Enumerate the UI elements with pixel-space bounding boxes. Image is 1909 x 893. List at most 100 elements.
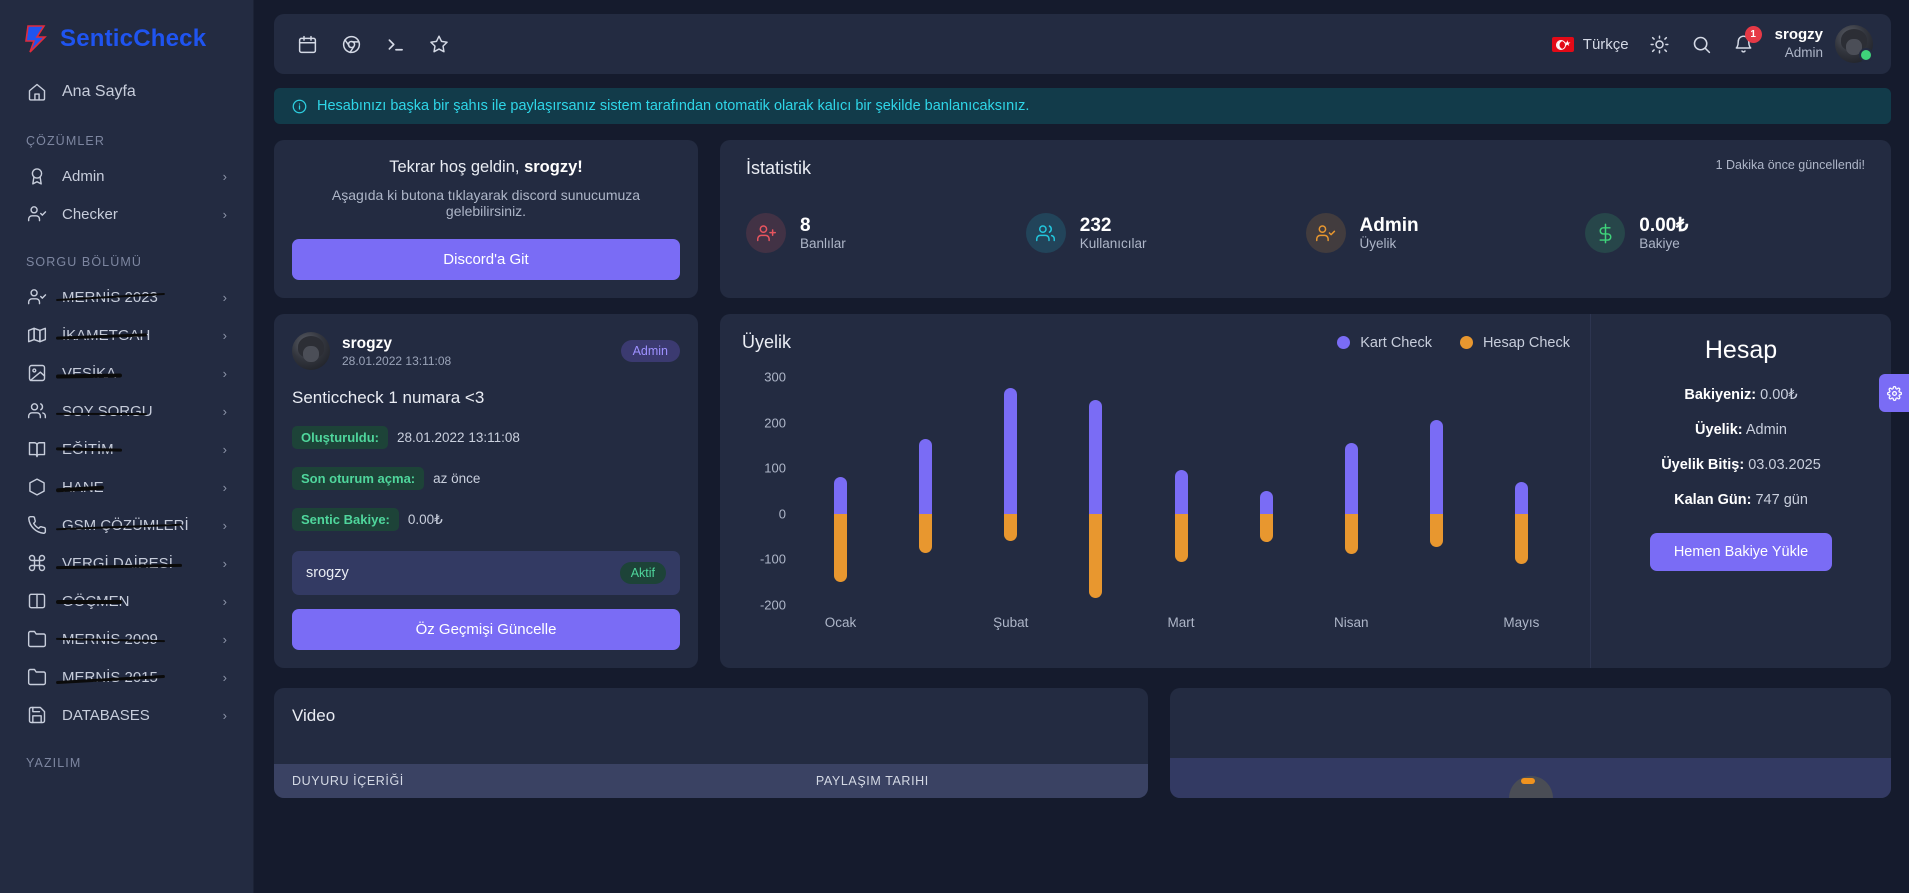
terminal-icon[interactable] — [384, 33, 406, 55]
profile-field: Oluşturuldu: 28.01.2022 13:11:08 — [292, 426, 680, 449]
sidebar-item-soy-sorgu[interactable]: SOY SORGU › — [14, 392, 239, 430]
sidebar-item-databases[interactable]: DATABASES › — [14, 696, 239, 734]
chart-bar[interactable] — [1344, 377, 1358, 605]
add-balance-button[interactable]: Hemen Bakiye Yükle — [1649, 533, 1833, 571]
chart-bar[interactable] — [1174, 377, 1188, 605]
stat-item: 8 Banlılar — [746, 213, 1026, 253]
chevron-right-icon: › — [222, 631, 227, 647]
user-name: srogzy — [1774, 26, 1823, 44]
account-line-value: 747 gün — [1755, 492, 1808, 508]
chevron-right-icon: › — [222, 593, 227, 609]
stat-label: Kullanıcılar — [1079, 236, 1147, 252]
sidebar-item-label: Ana Sayfa — [62, 83, 136, 100]
sidebar-item-merni-s-2023[interactable]: MERNİS 2023 › — [14, 278, 239, 316]
columns-icon — [26, 590, 48, 612]
star-icon[interactable] — [428, 33, 450, 55]
chart-bar[interactable] — [1429, 377, 1443, 605]
discord-button[interactable]: Discord'a Git — [292, 239, 680, 280]
legend-item[interactable]: Kart Check — [1337, 335, 1432, 351]
sidebar-section-label: YAZILIM — [26, 756, 82, 770]
chart-x-axis: Ocak Şubat Mart Nisan Mayıs — [798, 615, 1564, 635]
legend-item[interactable]: Hesap Check — [1459, 335, 1570, 351]
profile-card: srogzy 28.01.2022 13:11:08 Admin Senticc… — [274, 314, 698, 668]
update-bio-button[interactable]: Öz Geçmişi Güncelle — [292, 609, 680, 650]
sidebar-item-label: DATABASES — [62, 706, 150, 724]
sidebar-item-label: GSM ÇÖZÜMLERİ — [56, 517, 209, 534]
sidebar-item-merni-s-2009[interactable]: MERNİS 2009 › — [14, 620, 239, 658]
user-meta: srogzy Admin — [1775, 26, 1823, 62]
brand-name: SenticCheck — [60, 25, 207, 52]
chevron-right-icon: › — [222, 403, 227, 419]
settings-tab-button[interactable] — [1879, 374, 1909, 412]
video-title: Video — [292, 706, 336, 725]
account-title: Hesap — [1704, 336, 1778, 364]
x-axis-label: Nisan — [1333, 615, 1369, 630]
stat-text: Admin Üyelik — [1360, 215, 1419, 252]
chart-area: Üyelik Kart Check Hesap Check 300 200 100 0 -… — [720, 314, 1591, 668]
calendar-icon[interactable] — [296, 33, 318, 55]
account-line-label: Üyelik Bitiş: — [1661, 457, 1745, 473]
redaction-mark — [55, 446, 122, 452]
chart-bar[interactable] — [919, 377, 933, 605]
profile-username-field[interactable]: srogzy Aktif — [292, 551, 680, 595]
chevron-right-icon: › — [222, 168, 227, 184]
chart-bar-positive — [1174, 470, 1188, 514]
sidebar-item-g-men[interactable]: GÖÇMEN › — [14, 582, 239, 620]
chrome-icon[interactable] — [340, 33, 362, 55]
sidebar-item-admin[interactable]: Admin › — [14, 157, 239, 195]
chart-bar[interactable] — [1259, 377, 1273, 605]
search-icon[interactable] — [1691, 33, 1713, 55]
account-line: Üyelik: Admin — [1609, 422, 1873, 438]
dollar-icon — [1585, 213, 1626, 253]
chart-bar-negative — [919, 513, 933, 553]
chart-bar-negative — [834, 513, 848, 583]
redaction-mark — [56, 523, 182, 530]
folder-icon — [26, 628, 48, 650]
sidebar-item-i-kametgah[interactable]: İKAMETGAH › — [14, 316, 239, 354]
stat-value: 232 — [1079, 214, 1112, 236]
account-line: Kalan Gün: 747 gün — [1609, 492, 1873, 508]
brand[interactable]: SenticCheck — [0, 0, 253, 72]
sidebar-item-checker[interactable]: Checker › — [14, 195, 239, 233]
chart-bar[interactable] — [834, 377, 848, 605]
user-menu[interactable]: srogzy Admin — [1775, 25, 1873, 63]
sidebar-item-e-i-ti-m[interactable]: EĞİTİM › — [14, 430, 239, 468]
sun-icon[interactable] — [1649, 33, 1671, 55]
chart-bar[interactable] — [1089, 377, 1103, 605]
image-icon — [26, 362, 48, 384]
topbar: Türkçe 1 srogzy Admin — [274, 14, 1891, 74]
chart-bar-negative — [1004, 513, 1018, 542]
profile-avatar — [292, 332, 330, 370]
account-line-label: Bakiyeniz: — [1684, 387, 1757, 403]
sidebar-item-vergi-dai-resi[interactable]: VERGİ DAİRESİ › — [14, 544, 239, 582]
profile-username-value: srogzy — [306, 565, 349, 581]
x-axis-label: Şubat — [993, 615, 1029, 630]
chevron-right-icon: › — [222, 289, 227, 305]
book-icon — [26, 438, 48, 460]
redaction-mark — [55, 372, 122, 379]
sidebar-item-label: Admin — [62, 167, 105, 185]
sidebar-section-items: MERNİS 2023 › İKAMETGAH › VESİKA › SOY SORGU › E… — [0, 278, 253, 734]
sidebar-item-ana-sayfa[interactable]: Ana Sayfa — [14, 72, 239, 112]
senticcheck-logo-icon — [22, 24, 50, 54]
user-check-icon — [1305, 213, 1346, 253]
chart-title: Üyelik — [742, 332, 792, 352]
legend-color-dot — [1459, 336, 1473, 349]
sidebar-item-merni-s-2015[interactable]: MERNİS 2015 › — [14, 658, 239, 696]
account-line: Üyelik Bitiş: 03.03.2025 — [1609, 457, 1873, 473]
x-axis-label: Mayıs — [1503, 615, 1540, 630]
sidebar-item-vesi-ka[interactable]: VESİKA › — [14, 354, 239, 392]
chart-bar[interactable] — [1514, 377, 1528, 605]
award-icon — [26, 165, 48, 187]
statistics-title: İstatistik — [746, 158, 812, 178]
bell-icon[interactable]: 1 — [1733, 26, 1762, 55]
language-selector[interactable]: Türkçe — [1551, 36, 1629, 53]
profile-field-label: Oluşturuldu: — [292, 426, 388, 449]
avatar[interactable] — [1835, 25, 1873, 63]
chart-bar[interactable] — [1004, 377, 1018, 605]
sidebar-item-gsm-z-mleri[interactable]: GSM ÇÖZÜMLERİ › — [14, 506, 239, 544]
sidebar-item-hane[interactable]: HANE › — [14, 468, 239, 506]
profile-identity: srogzy 28.01.2022 13:11:08 — [342, 334, 451, 368]
info-icon — [292, 99, 307, 114]
chevron-right-icon: › — [222, 707, 227, 723]
